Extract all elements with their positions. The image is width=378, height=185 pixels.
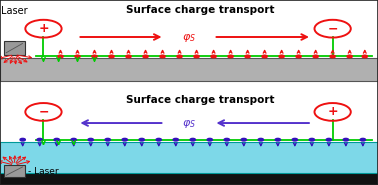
Text: $\varphi_S$: $\varphi_S$ <box>182 118 196 130</box>
Circle shape <box>228 55 233 58</box>
Circle shape <box>241 138 246 141</box>
Text: −: − <box>327 22 338 35</box>
Circle shape <box>279 55 284 58</box>
Circle shape <box>139 138 144 141</box>
Circle shape <box>330 55 335 58</box>
Circle shape <box>343 138 349 141</box>
Circle shape <box>362 55 367 58</box>
Text: +: + <box>327 105 338 118</box>
Circle shape <box>258 138 263 141</box>
Bar <box>0 173 378 185</box>
Circle shape <box>326 138 332 141</box>
Circle shape <box>177 55 182 58</box>
Text: Laser: Laser <box>1 6 28 16</box>
Circle shape <box>126 55 131 58</box>
Circle shape <box>54 138 59 141</box>
Circle shape <box>37 138 42 141</box>
Circle shape <box>58 55 63 58</box>
Circle shape <box>347 55 352 58</box>
Bar <box>0 142 378 173</box>
Circle shape <box>245 55 250 58</box>
Bar <box>0 58 378 81</box>
Text: $\varphi_S$: $\varphi_S$ <box>182 32 196 44</box>
Circle shape <box>194 55 199 58</box>
Circle shape <box>109 55 114 58</box>
Circle shape <box>262 55 267 58</box>
Circle shape <box>224 138 229 141</box>
Circle shape <box>190 138 195 141</box>
Circle shape <box>160 55 165 58</box>
Circle shape <box>296 55 301 58</box>
Circle shape <box>292 138 297 141</box>
Text: Surface charge transport: Surface charge transport <box>126 5 274 15</box>
Circle shape <box>173 138 178 141</box>
Circle shape <box>309 138 314 141</box>
Circle shape <box>20 138 25 141</box>
Circle shape <box>275 138 280 141</box>
Text: Surface charge transport: Surface charge transport <box>126 95 274 105</box>
Circle shape <box>211 55 216 58</box>
Circle shape <box>71 138 76 141</box>
Circle shape <box>105 138 110 141</box>
FancyBboxPatch shape <box>3 41 25 55</box>
Circle shape <box>75 55 80 58</box>
Circle shape <box>122 138 127 141</box>
Circle shape <box>207 138 212 141</box>
Text: +: + <box>38 22 49 35</box>
Circle shape <box>143 55 148 58</box>
Circle shape <box>313 55 318 58</box>
Text: −: − <box>38 105 49 118</box>
Text: - Laser: - Laser <box>28 167 59 176</box>
Circle shape <box>360 138 366 141</box>
Circle shape <box>88 138 93 141</box>
Circle shape <box>156 138 161 141</box>
FancyBboxPatch shape <box>3 165 25 177</box>
Circle shape <box>92 55 97 58</box>
